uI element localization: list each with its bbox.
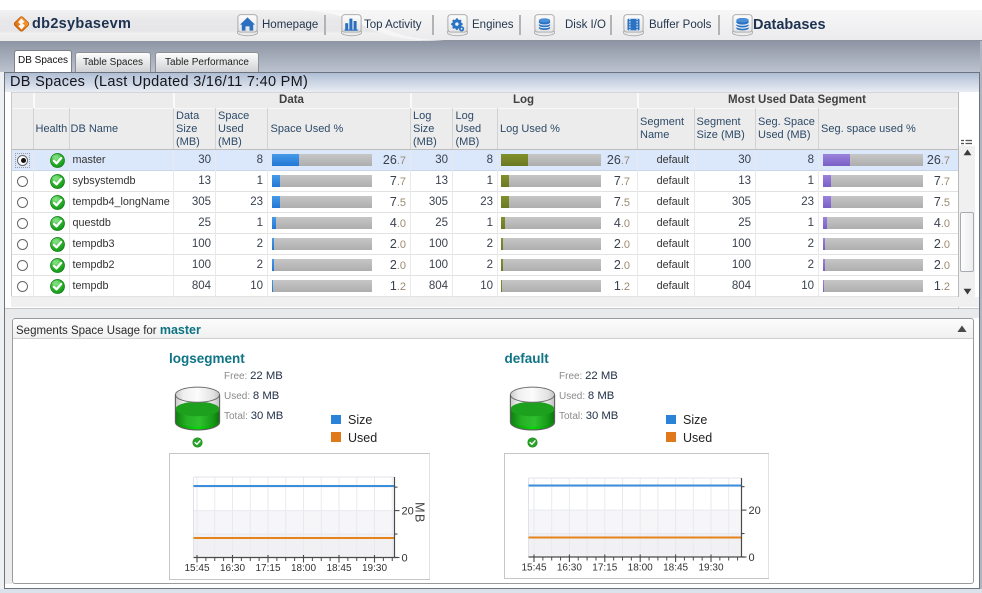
svg-text:18:00: 18:00 — [627, 562, 652, 573]
svg-text:18:00: 18:00 — [290, 563, 315, 574]
svg-text:15:45: 15:45 — [184, 563, 209, 574]
svg-text:18:45: 18:45 — [326, 563, 351, 574]
svg-text:20: 20 — [748, 505, 760, 517]
svg-text:16:30: 16:30 — [219, 563, 244, 574]
svg-text:20: 20 — [401, 505, 413, 517]
svg-text:19:30: 19:30 — [698, 562, 723, 573]
svg-text:0: 0 — [748, 552, 754, 564]
svg-text:0: 0 — [401, 552, 407, 564]
svg-text:18:45: 18:45 — [663, 562, 688, 573]
svg-text:16:30: 16:30 — [556, 562, 581, 573]
svg-text:19:30: 19:30 — [361, 563, 386, 574]
svg-text:15:45: 15:45 — [521, 562, 546, 573]
svg-text:17:15: 17:15 — [592, 562, 617, 573]
svg-text:MB: MB — [412, 502, 426, 524]
svg-text:17:15: 17:15 — [255, 563, 280, 574]
